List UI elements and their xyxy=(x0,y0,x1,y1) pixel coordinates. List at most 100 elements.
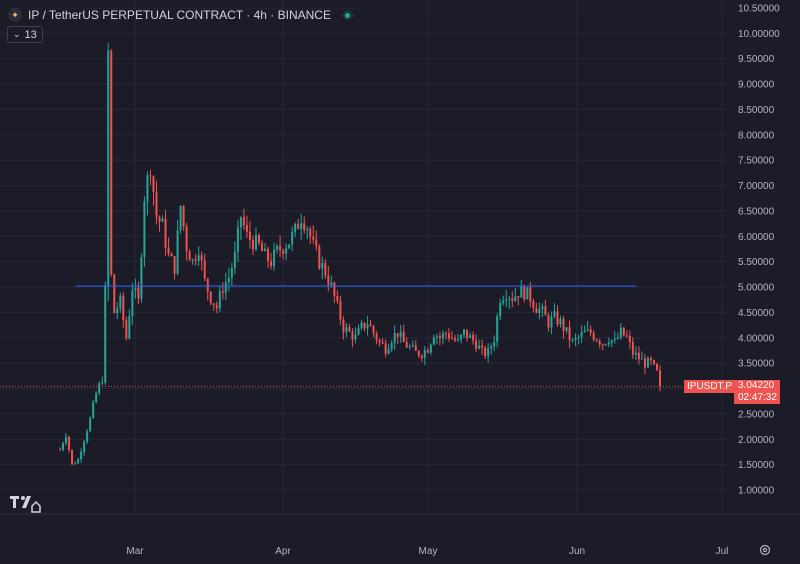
candle-body xyxy=(336,295,339,301)
candle-body xyxy=(547,315,550,328)
indicators-toggle[interactable]: ⌄ 13 xyxy=(7,26,43,43)
candle-body xyxy=(526,287,529,300)
candle-body xyxy=(414,345,417,351)
candle-body xyxy=(303,223,306,231)
time-tick-label: Jul xyxy=(716,546,729,557)
candle-body xyxy=(354,334,357,340)
candle-body xyxy=(191,259,194,261)
candle-body xyxy=(62,443,65,450)
candle-body xyxy=(378,340,381,343)
candle-body xyxy=(119,295,122,309)
price-tick-label: 4.50000 xyxy=(738,308,775,319)
candle-body xyxy=(239,217,242,228)
candle-body xyxy=(215,305,218,309)
gear-icon[interactable] xyxy=(759,544,771,556)
candle-body xyxy=(613,338,616,341)
candlestick-series xyxy=(59,42,661,466)
price-axis[interactable]: 10.50000 10.00000 9.50000 9.00000 8.50000 8.0… xyxy=(738,4,780,497)
candle-body xyxy=(535,307,538,314)
candle-body xyxy=(176,230,179,274)
candle-body xyxy=(74,463,77,465)
candle-body xyxy=(212,303,215,306)
candle-body xyxy=(348,327,351,332)
candle-body xyxy=(173,256,176,274)
candle-body xyxy=(279,245,282,251)
candle-body xyxy=(577,337,580,339)
last-price-value: 3.04220 xyxy=(738,380,775,391)
candle-body xyxy=(640,358,643,360)
candle-body xyxy=(113,274,116,314)
candle-body xyxy=(598,340,601,345)
candle-body xyxy=(92,402,95,418)
candle-body xyxy=(330,282,333,285)
candle-body xyxy=(267,248,270,262)
candle-body xyxy=(496,316,499,342)
candle-body xyxy=(345,327,348,333)
candle-body xyxy=(396,333,399,337)
candle-body xyxy=(628,336,631,343)
candle-body xyxy=(89,417,92,432)
candle-body xyxy=(405,342,408,348)
candle-body xyxy=(429,344,432,353)
candle-body xyxy=(517,296,520,298)
price-tick-label: 1.00000 xyxy=(738,486,775,497)
candle-body xyxy=(387,348,390,354)
candle-body xyxy=(601,344,604,346)
price-tick-label: 6.50000 xyxy=(738,206,775,217)
candle-body xyxy=(631,342,634,355)
candle-body xyxy=(659,370,661,387)
candle-body xyxy=(432,337,435,345)
candle-body xyxy=(369,324,372,327)
candle-body xyxy=(595,339,598,341)
indicator-count: 13 xyxy=(24,28,37,41)
candle-body xyxy=(95,393,98,403)
candle-body xyxy=(426,350,429,353)
candle-body xyxy=(300,223,303,229)
candle-body xyxy=(86,431,89,442)
candle-body xyxy=(475,340,478,349)
candle-body xyxy=(125,320,128,339)
candle-body xyxy=(363,322,366,329)
candle-body xyxy=(580,332,583,338)
candle-body xyxy=(315,239,318,247)
price-tick-label: 9.00000 xyxy=(738,80,775,91)
candle-body xyxy=(188,251,191,261)
candle-body xyxy=(619,327,622,338)
candle-body xyxy=(447,333,450,339)
candle-body xyxy=(107,50,110,287)
candle-body xyxy=(607,342,610,345)
candle-body xyxy=(568,327,571,341)
candle-body xyxy=(655,363,658,371)
candle-body xyxy=(408,346,411,348)
price-tick-label: 4.00000 xyxy=(738,333,775,344)
candle-body xyxy=(209,291,212,304)
candle-body xyxy=(294,223,297,232)
candle-body xyxy=(324,263,327,276)
price-tick-label: 7.00000 xyxy=(738,181,775,192)
candle-body xyxy=(83,441,86,452)
candle-body xyxy=(104,286,107,383)
candle-body xyxy=(390,342,393,349)
candle-body xyxy=(393,333,396,343)
candle-body xyxy=(288,244,291,249)
candle-body xyxy=(550,316,553,328)
candle-body xyxy=(484,347,487,357)
candle-body xyxy=(505,299,508,301)
candle-body xyxy=(333,282,336,296)
candle-body xyxy=(360,322,363,329)
candle-body xyxy=(285,248,288,254)
candle-body xyxy=(122,295,125,321)
candle-body xyxy=(339,300,342,320)
candle-body xyxy=(309,229,312,237)
candle-body xyxy=(384,343,387,354)
candle-body xyxy=(372,326,375,334)
price-tick-label: 7.50000 xyxy=(738,156,775,167)
candle-body xyxy=(206,278,209,292)
candle-body xyxy=(179,205,182,231)
candle-body xyxy=(450,338,453,340)
candle-body xyxy=(101,382,104,384)
candle-body xyxy=(80,451,83,460)
candle-body xyxy=(490,346,493,349)
time-axis[interactable]: Mar Apr May Jun Jul xyxy=(126,546,728,557)
